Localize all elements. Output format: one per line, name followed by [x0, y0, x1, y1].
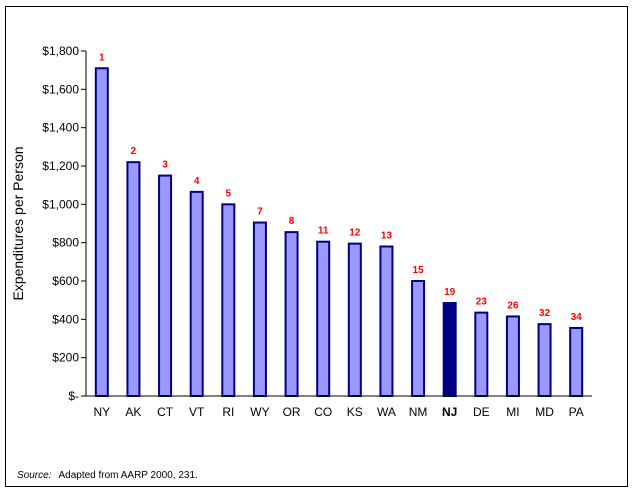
bar-ny	[94, 67, 109, 397]
bar-wy	[252, 221, 267, 397]
bar-or	[284, 231, 299, 397]
x-tick-label: OR	[283, 405, 301, 419]
bar-md	[537, 323, 552, 397]
y-tick-label: $1,000	[42, 197, 79, 211]
rank-label: 26	[507, 300, 519, 311]
rank-label: 1	[99, 52, 105, 63]
y-tick-label: $1,600	[42, 82, 79, 96]
y-tick-label: $-	[68, 389, 79, 403]
rank-label: 3	[162, 160, 168, 171]
y-axis-ticks: $- $200 $400 $600 $800 $1,000 $1,200 $1,400 $1,6…	[42, 44, 86, 403]
bars-group	[94, 67, 584, 398]
rank-label: 12	[349, 228, 361, 239]
bar-wa	[379, 245, 394, 397]
bar-ri	[221, 203, 236, 397]
x-tick-label: KS	[347, 405, 363, 419]
bar-nm	[411, 280, 426, 397]
rank-label: 19	[444, 287, 456, 298]
x-axis-labels: NY AK CT VT RI WY OR CO KS WA NM NJ DE MI MD PA	[93, 405, 583, 419]
rank-label: 34	[571, 312, 583, 323]
bar-ak	[126, 161, 141, 397]
bar-co	[316, 240, 331, 397]
rank-label: 32	[539, 308, 551, 319]
rank-label: 15	[413, 265, 425, 276]
x-tick-label: RI	[222, 405, 234, 419]
y-tick-label: $600	[52, 274, 79, 288]
y-tick-label: $800	[52, 236, 79, 250]
rank-label: 5	[226, 188, 232, 199]
rank-label: 23	[476, 297, 488, 308]
rank-label: 8	[289, 216, 295, 227]
x-tick-label: CO	[314, 405, 332, 419]
bar-de	[474, 311, 489, 397]
y-tick-label: $200	[52, 351, 79, 365]
x-tick-label: DE	[473, 405, 490, 419]
x-tick-label: NY	[93, 405, 110, 419]
rank-label: 2	[131, 146, 137, 157]
bar-ks	[347, 242, 362, 397]
y-axis-title: Expenditures per Person	[10, 146, 26, 300]
x-tick-label: PA	[569, 405, 584, 419]
bar-ct	[158, 174, 173, 397]
y-tick-label: $1,800	[42, 44, 79, 58]
x-tick-label: AK	[125, 405, 141, 419]
bar-pa	[569, 326, 584, 398]
x-tick-label: NJ	[442, 405, 457, 419]
x-tick-label: MI	[506, 405, 519, 419]
y-tick-label: $1,200	[42, 159, 79, 173]
rank-label: 11	[318, 226, 329, 237]
source-label: Source:	[17, 470, 52, 481]
rank-label: 13	[381, 231, 393, 242]
y-tick-label: $1,400	[42, 121, 79, 135]
rank-label: 7	[257, 207, 263, 218]
source-note: Source: Adapted from AARP 2000, 231.	[17, 470, 198, 481]
x-tick-label: NM	[409, 405, 428, 419]
bar-vt	[189, 190, 204, 397]
y-tick-label: $400	[52, 312, 79, 326]
bar-mi	[505, 315, 520, 398]
x-tick-label: CT	[157, 405, 174, 419]
rank-label: 4	[194, 176, 200, 187]
x-tick-label: MD	[535, 405, 554, 419]
x-tick-label: VT	[189, 405, 205, 419]
x-tick-label: WY	[250, 405, 269, 419]
source-text: Adapted from AARP 2000, 231.	[58, 470, 198, 481]
x-tick-label: WA	[377, 405, 396, 419]
bar-nj	[442, 302, 457, 397]
